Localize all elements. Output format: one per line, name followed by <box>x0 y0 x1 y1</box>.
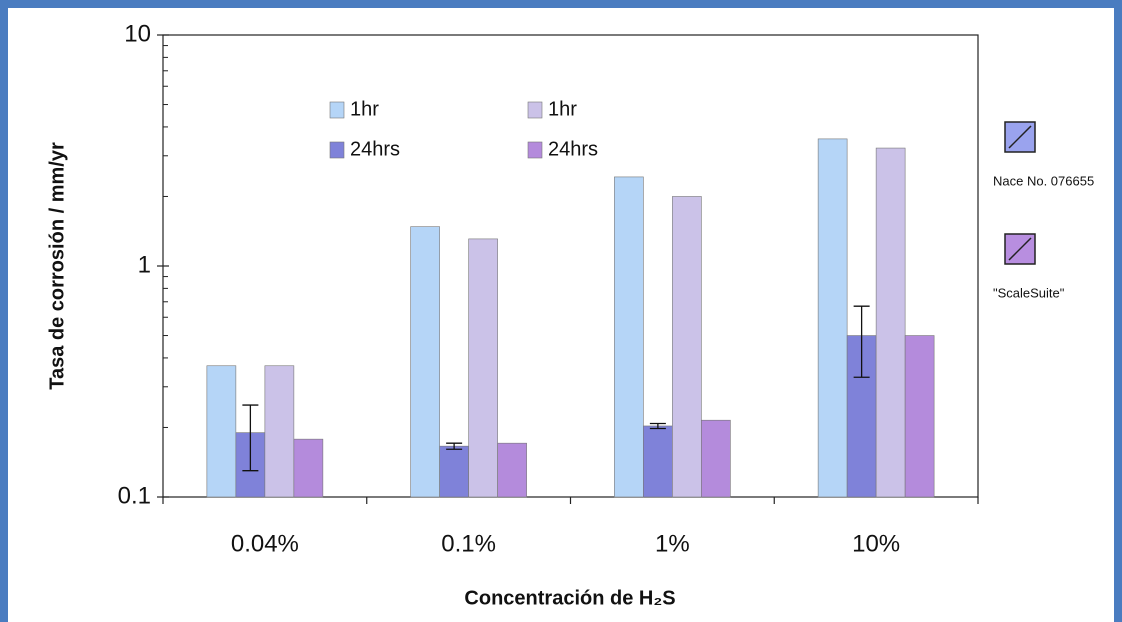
bar <box>904 335 935 498</box>
legend-label: 1hr <box>350 98 379 120</box>
bar <box>701 419 731 498</box>
legend-swatch <box>527 141 543 159</box>
error-bar <box>242 404 259 472</box>
bar <box>875 147 906 498</box>
bar <box>206 365 237 498</box>
y-axis-label: Tasa de corrosión / mm/yr <box>46 142 68 390</box>
x-tick-label: 1% <box>655 530 690 557</box>
group-label: "ScaleSuite" <box>993 285 1065 300</box>
y-tick-label: 1 <box>138 251 151 278</box>
error-bar <box>853 305 870 378</box>
legend-swatch <box>329 101 345 119</box>
bar <box>439 445 469 498</box>
bar <box>410 226 440 498</box>
bar <box>264 365 295 498</box>
bar <box>293 438 324 498</box>
bar <box>817 138 848 498</box>
x-tick-label: 0.1% <box>441 530 496 557</box>
group-swatch-slash <box>1008 237 1032 261</box>
legend-label: 1hr <box>548 98 577 120</box>
x-axis-label: Concentración de H₂S <box>464 587 675 609</box>
bar <box>672 196 702 498</box>
x-tick-label: 0.04% <box>231 530 299 557</box>
y-tick-label: 0.1 <box>118 482 151 509</box>
group-swatch-slash <box>1008 125 1032 149</box>
error-bar <box>649 422 666 430</box>
y-tick-label: 10 <box>124 20 151 47</box>
error-bar <box>446 442 463 450</box>
legend-label: 24hrs <box>350 138 400 160</box>
legend-label: 24hrs <box>548 138 598 160</box>
group-label: Nace No. 076655 <box>993 173 1094 188</box>
x-tick-label: 10% <box>852 530 900 557</box>
bar <box>468 238 498 498</box>
bar <box>643 425 673 498</box>
bar <box>614 176 644 498</box>
legend-swatch <box>329 141 345 159</box>
bar <box>497 442 527 498</box>
legend-swatch <box>527 101 543 119</box>
